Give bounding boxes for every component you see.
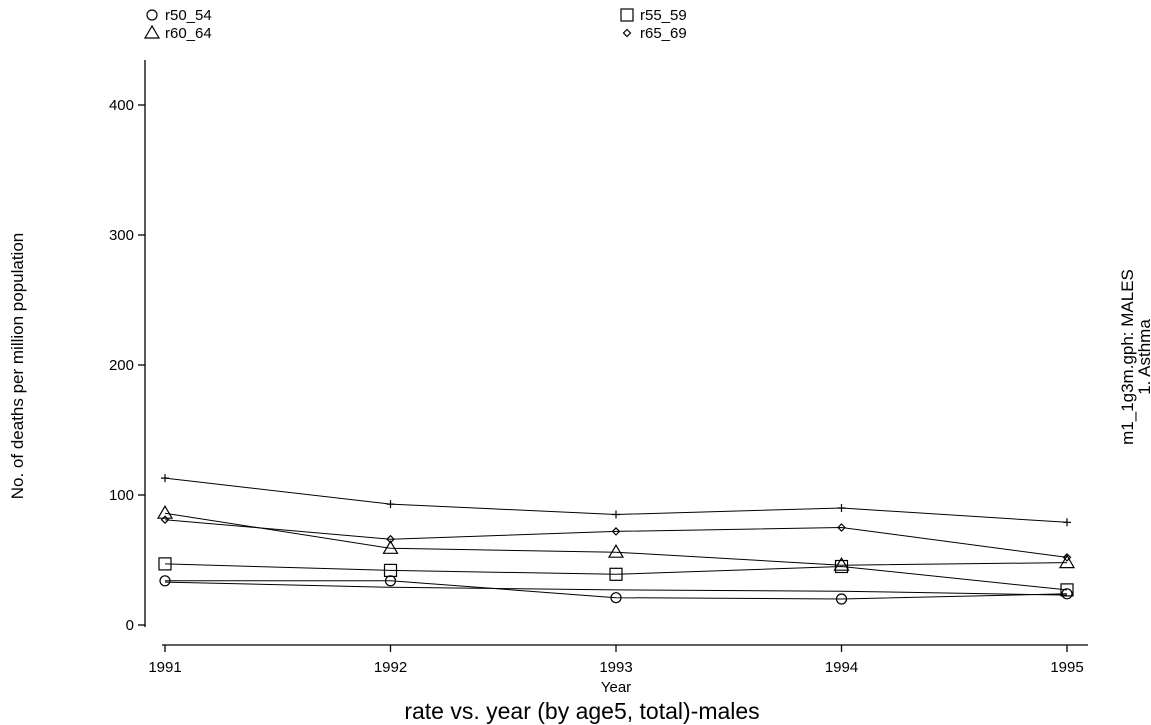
data-point-r50_54 bbox=[610, 592, 622, 604]
data-point-r65_69 bbox=[160, 515, 170, 525]
data-point-r55_59 bbox=[158, 557, 172, 571]
x-tick-label: 1993 bbox=[599, 659, 632, 676]
x-tick-label: 1994 bbox=[825, 659, 858, 676]
legend-label: r65_69 bbox=[640, 25, 687, 42]
side-note-cause: 1. Asthma bbox=[1135, 319, 1151, 395]
data-point-r65_69 bbox=[386, 534, 395, 544]
legend-label: r60_64 bbox=[165, 25, 212, 42]
axes: 0 100 200 300 400 1991 1992 1993 1994 1995 bbox=[109, 60, 1088, 676]
legend-item-r55_59: r55_59 bbox=[620, 7, 687, 24]
series-line-r65_69 bbox=[164, 519, 1068, 558]
series-line-r50_54 bbox=[165, 580, 1068, 600]
x-tick-label: 1992 bbox=[374, 659, 407, 676]
series-layer bbox=[156, 474, 1076, 605]
chart-title: rate vs. year (by age5, total)-males bbox=[404, 698, 759, 724]
series-unlabeled-4 bbox=[161, 474, 1071, 527]
data-point-unlabeled-4 bbox=[386, 500, 395, 509]
y-tick-label: 100 bbox=[109, 487, 134, 504]
legend-label: r50_54 bbox=[165, 7, 212, 24]
series-r55_59 bbox=[158, 557, 1074, 597]
data-point-r65_69 bbox=[611, 527, 621, 536]
legend-item-r50_54: r50_54 bbox=[146, 7, 212, 24]
y-tick-label: 200 bbox=[109, 357, 134, 374]
legend-item-r65_69: r65_69 bbox=[622, 25, 687, 42]
y-tick-label: 0 bbox=[126, 617, 134, 634]
data-point-r50_54 bbox=[384, 575, 397, 587]
data-point-r55_59 bbox=[383, 563, 398, 578]
data-point-unlabeled-4 bbox=[161, 474, 169, 483]
series-line-r55_59 bbox=[164, 563, 1068, 591]
data-point-unlabeled-4 bbox=[1063, 518, 1071, 527]
y-tick-label: 400 bbox=[109, 97, 134, 114]
legend-label: r55_59 bbox=[640, 7, 687, 24]
data-point-r55_59 bbox=[834, 559, 849, 574]
side-note-file: m1_1g3m.gph: MALES bbox=[1118, 269, 1137, 445]
data-point-r60_64 bbox=[382, 540, 399, 554]
y-tick-label: 300 bbox=[109, 227, 134, 244]
data-point-r50_54 bbox=[159, 575, 171, 587]
data-point-r55_59 bbox=[609, 567, 623, 581]
data-point-r60_64 bbox=[607, 544, 625, 558]
x-axis-label: Year bbox=[601, 679, 631, 696]
series-unlabeled-5 bbox=[164, 581, 1068, 596]
legend-item-r60_64: r60_64 bbox=[143, 24, 212, 42]
series-r65_69 bbox=[160, 515, 1072, 562]
x-tick-label: 1995 bbox=[1050, 659, 1083, 676]
data-point-unlabeled-4 bbox=[837, 504, 846, 512]
legend-triangle-icon bbox=[143, 24, 161, 39]
data-point-r60_64 bbox=[156, 505, 174, 519]
y-axis-label: No. of deaths per million population bbox=[8, 233, 27, 500]
x-tick-label: 1991 bbox=[148, 659, 181, 676]
series-r60_64 bbox=[156, 505, 1076, 571]
data-point-unlabeled-4 bbox=[612, 510, 620, 519]
legend-diamond-icon bbox=[622, 28, 632, 38]
data-point-r50_54 bbox=[835, 593, 848, 605]
series-line-r60_64 bbox=[164, 512, 1068, 566]
data-point-r65_69 bbox=[1062, 553, 1072, 562]
data-point-r55_59 bbox=[1060, 583, 1074, 597]
series-r50_54 bbox=[159, 575, 1073, 605]
series-line-unlabeled-5 bbox=[164, 581, 1068, 596]
legend: r50_54 r55_59 r60_64 r65_69 bbox=[143, 7, 687, 42]
legend-circle-icon bbox=[146, 9, 158, 21]
legend-square-icon bbox=[620, 8, 634, 22]
data-point-r50_54 bbox=[1061, 588, 1073, 600]
data-point-r60_64 bbox=[833, 557, 850, 571]
data-point-r60_64 bbox=[1058, 554, 1076, 569]
data-point-r65_69 bbox=[837, 523, 846, 532]
